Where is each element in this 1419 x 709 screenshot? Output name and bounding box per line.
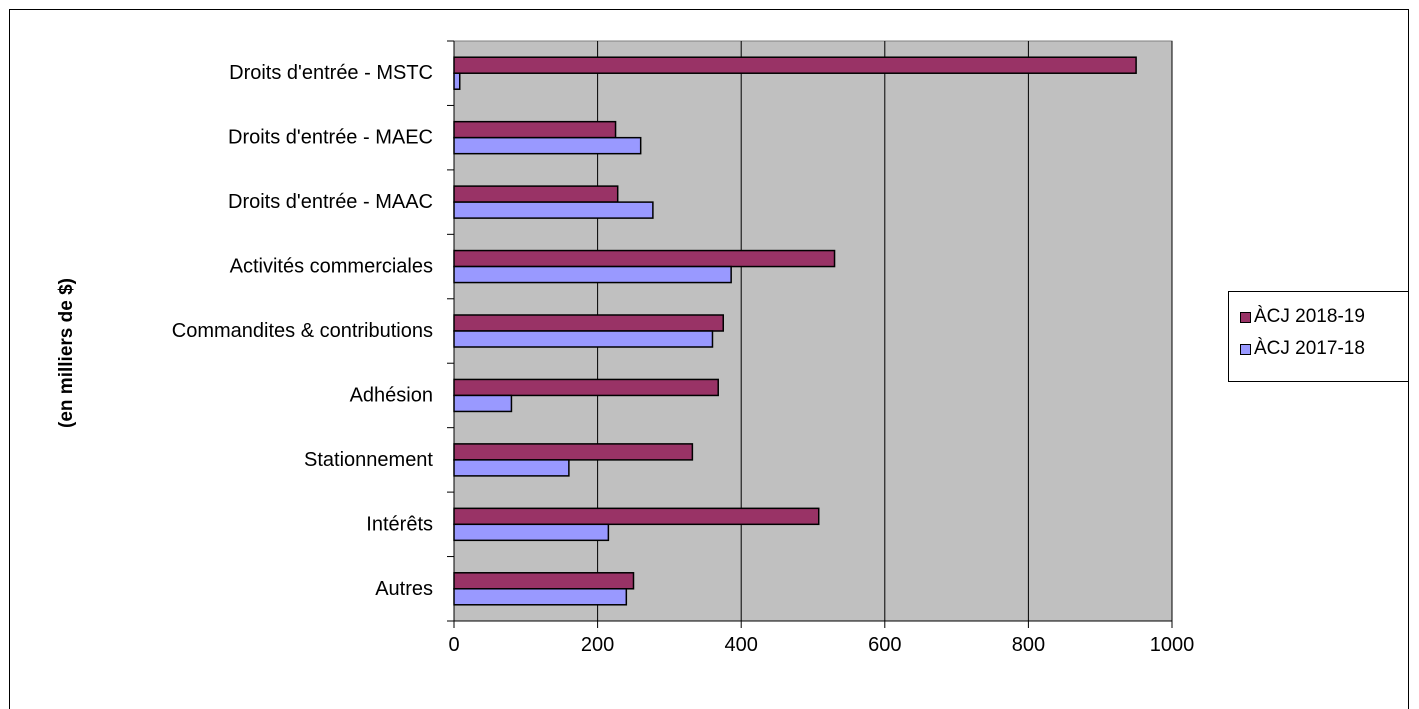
bar xyxy=(453,523,610,542)
category-label: Droits d'entrée - MAEC xyxy=(228,127,433,149)
legend-item-2017-18: ÀCJ 2017-18 xyxy=(1229,333,1408,365)
category-label: Activités commerciales xyxy=(230,256,433,278)
category-label: Droits d'entrée - MAAC xyxy=(228,191,433,213)
bar xyxy=(453,443,694,461)
category-label: Stationnement xyxy=(304,449,433,471)
legend-label: ÀCJ 2018-19 xyxy=(1254,306,1365,327)
bar xyxy=(453,378,719,397)
category-label: Commandites & contributions xyxy=(172,320,433,342)
bar xyxy=(453,120,617,139)
legend-label: ÀCJ 2017-18 xyxy=(1254,338,1365,359)
bar xyxy=(453,201,654,219)
bar xyxy=(453,507,820,526)
bar xyxy=(453,185,619,203)
x-tick-label: 600 xyxy=(868,634,901,656)
x-tick-label: 1000 xyxy=(1150,634,1195,656)
category-label: Droits d'entrée - MSTC xyxy=(229,62,433,84)
bar xyxy=(453,72,461,90)
bar xyxy=(453,572,635,590)
category-label: Adhésion xyxy=(350,384,433,406)
x-tick-label: 400 xyxy=(725,634,758,656)
bar xyxy=(453,136,642,155)
bar xyxy=(453,459,570,477)
legend-swatch xyxy=(1240,343,1251,355)
bar xyxy=(453,394,513,413)
legend-swatch xyxy=(1240,311,1251,323)
bar xyxy=(453,265,732,284)
x-tick-label: 0 xyxy=(448,634,459,656)
x-tick-label: 200 xyxy=(581,634,614,656)
bar xyxy=(453,56,1137,74)
bar xyxy=(453,249,836,268)
bar xyxy=(453,588,628,606)
legend-item-2018-19: ÀCJ 2018-19 xyxy=(1229,301,1408,333)
bar xyxy=(453,330,714,348)
x-tick-label: 800 xyxy=(1012,634,1045,656)
bar xyxy=(453,314,724,332)
plot-area: 0 200 400 600 800 1000 Droits d'entrée - MSTC D… xyxy=(172,40,1195,656)
category-label: Intérêts xyxy=(366,513,433,535)
legend: ÀCJ 2018-19 ÀCJ 2017-18 xyxy=(1228,291,1409,382)
y-axis-label: (en milliers de $) xyxy=(56,278,77,428)
category-label: Autres xyxy=(375,578,433,600)
